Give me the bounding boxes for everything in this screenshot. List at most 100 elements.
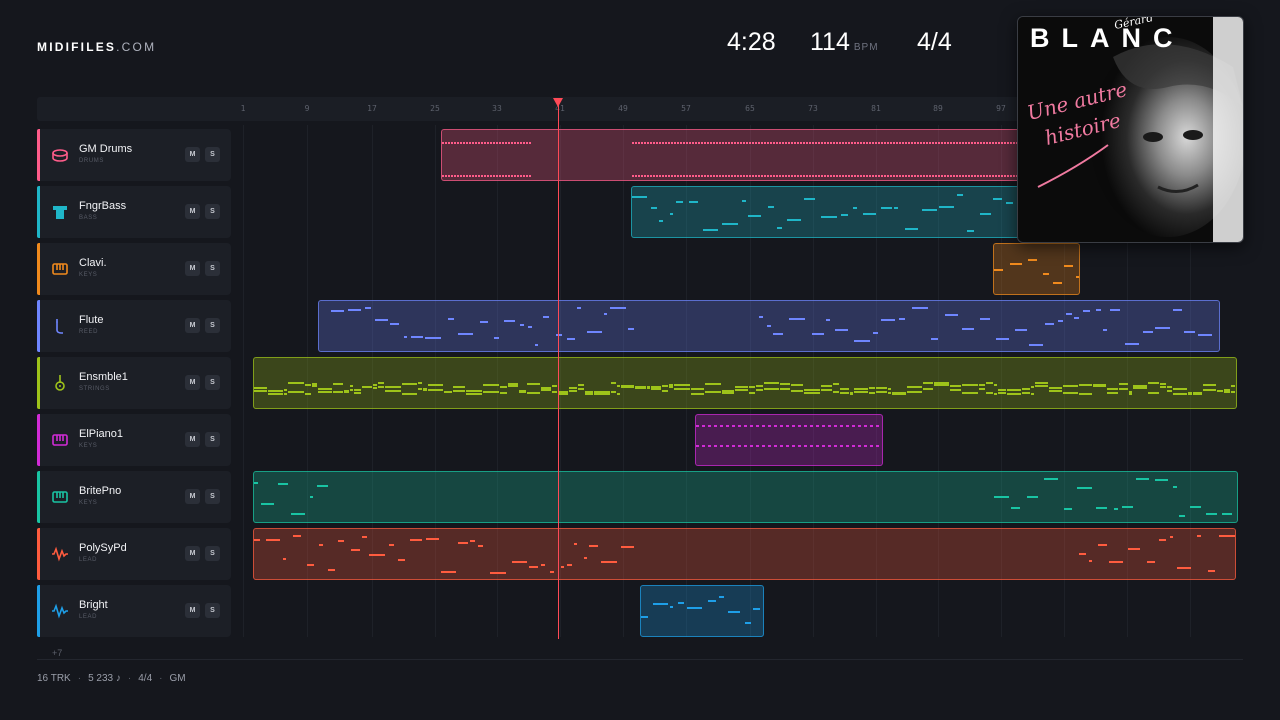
footer-divider (37, 659, 1243, 660)
track-color-bar (37, 528, 40, 580)
grid-line (307, 125, 308, 637)
solo-button[interactable]: S (205, 546, 220, 561)
track-header-flute[interactable]: Flute REED M S (37, 300, 231, 352)
track-color-bar (37, 585, 40, 637)
transport-bpm: 114 BPM (810, 28, 879, 57)
clip-notes (994, 259, 1079, 284)
track-type: DRUMS (79, 158, 104, 164)
mute-button[interactable]: M (185, 489, 200, 504)
clip-notes (331, 307, 1212, 346)
waveform-icon (51, 545, 69, 563)
ruler-tick: 57 (681, 104, 691, 113)
track-header-clavi-[interactable]: Clavi. KEYS M S (37, 243, 231, 295)
midi-clip[interactable] (640, 585, 764, 637)
midi-clip[interactable] (253, 471, 1238, 523)
midi-clip[interactable] (318, 300, 1220, 352)
track-color-bar (37, 357, 40, 409)
track-header-polysypd[interactable]: PolySyPd LEAD M S (37, 528, 231, 580)
transport-signature: 4/4 (917, 28, 952, 56)
track-color-bar (37, 471, 40, 523)
mute-button[interactable]: M (185, 204, 200, 219)
status-note-count: 5 233 ♪ (88, 673, 121, 684)
track-name: Bright (79, 599, 108, 611)
ruler-tick: 81 (871, 104, 881, 113)
grid-line (1190, 125, 1191, 637)
track-type: BASS (79, 215, 98, 221)
track-type: LEAD (79, 557, 98, 563)
ruler-tick: 1 (240, 104, 246, 113)
track-type: KEYS (79, 500, 98, 506)
mute-button[interactable]: M (185, 603, 200, 618)
waveform-icon (51, 602, 69, 620)
grid-line (560, 125, 561, 637)
keyboard-icon (51, 431, 69, 449)
solo-button[interactable]: S (205, 375, 220, 390)
solo-button[interactable]: S (205, 147, 220, 162)
brand-suffix: .COM (116, 40, 157, 54)
track-color-bar (37, 129, 40, 181)
midi-clip[interactable] (253, 528, 1236, 580)
track-name: ElPiano1 (79, 428, 124, 440)
track-header-fngrbass[interactable]: FngrBass BASS M S (37, 186, 231, 238)
midi-clip[interactable] (993, 243, 1080, 295)
grid-line (372, 125, 373, 637)
track-type: LEAD (79, 614, 98, 620)
solo-button[interactable]: S (205, 261, 220, 276)
track-name: GM Drums (79, 143, 133, 155)
track-header-elpiano1[interactable]: ElPiano1 KEYS M S (37, 414, 231, 466)
solo-button[interactable]: S (205, 318, 220, 333)
track-color-bar (37, 243, 40, 295)
mute-button[interactable]: M (185, 318, 200, 333)
solo-button[interactable]: S (205, 204, 220, 219)
clip-notes (254, 535, 1235, 574)
mute-button[interactable]: M (185, 432, 200, 447)
ruler-tick: 49 (618, 104, 628, 113)
grid-line (243, 125, 244, 637)
track-color-bar (37, 300, 40, 352)
status-standard: GM (169, 673, 186, 684)
track-header-bright[interactable]: Bright LEAD M S (37, 585, 231, 637)
track-name: PolySyPd (79, 542, 127, 554)
track-header-ensmble1[interactable]: Ensmble1 STRINGS M S (37, 357, 231, 409)
clip-notes (696, 425, 879, 447)
ruler-tick: 65 (745, 104, 755, 113)
track-type: STRINGS (79, 386, 110, 392)
playhead[interactable] (558, 104, 559, 639)
ruler-tick: 41 (555, 104, 565, 113)
track-name: Ensmble1 (79, 371, 128, 383)
clip-notes (254, 478, 1232, 517)
bass-amp-icon (51, 203, 69, 221)
solo-button[interactable]: S (205, 432, 220, 447)
mute-button[interactable]: M (185, 261, 200, 276)
midi-clip[interactable] (253, 357, 1237, 409)
grid-line (813, 125, 814, 637)
track-name: Flute (79, 314, 104, 326)
transport-time: 4:28 (727, 28, 776, 56)
solo-button[interactable]: S (205, 489, 220, 504)
mute-button[interactable]: M (185, 375, 200, 390)
playhead-handle[interactable] (553, 98, 563, 107)
track-name: BritePno (79, 485, 122, 497)
track-name: FngrBass (79, 200, 127, 212)
track-header-britepno[interactable]: BritePno KEYS M S (37, 471, 231, 523)
bpm-value: 114 (810, 28, 850, 56)
clip-notes (254, 382, 1235, 395)
mute-button[interactable]: M (185, 147, 200, 162)
midi-clip[interactable] (695, 414, 883, 466)
grid-line (497, 125, 498, 637)
mute-button[interactable]: M (185, 546, 200, 561)
brand-logo[interactable]: MIDIFILES.COM (37, 40, 156, 54)
track-name: Clavi. (79, 257, 107, 269)
status-track-count: 16 TRK (37, 673, 71, 684)
bpm-label: BPM (853, 42, 879, 53)
ruler-tick: 73 (808, 104, 818, 113)
track-header-gm-drums[interactable]: GM Drums DRUMS M S (37, 129, 231, 181)
brand-name: MIDIFILES (37, 40, 117, 54)
grid-line (750, 125, 751, 637)
status-bar: 16 TRK · 5 233 ♪ · 4/4 · GM (37, 673, 186, 684)
grid-line (876, 125, 877, 637)
track-type: REED (79, 329, 99, 335)
more-tracks-indicator[interactable]: +7 (52, 648, 63, 658)
drum-icon (51, 146, 69, 164)
solo-button[interactable]: S (205, 603, 220, 618)
